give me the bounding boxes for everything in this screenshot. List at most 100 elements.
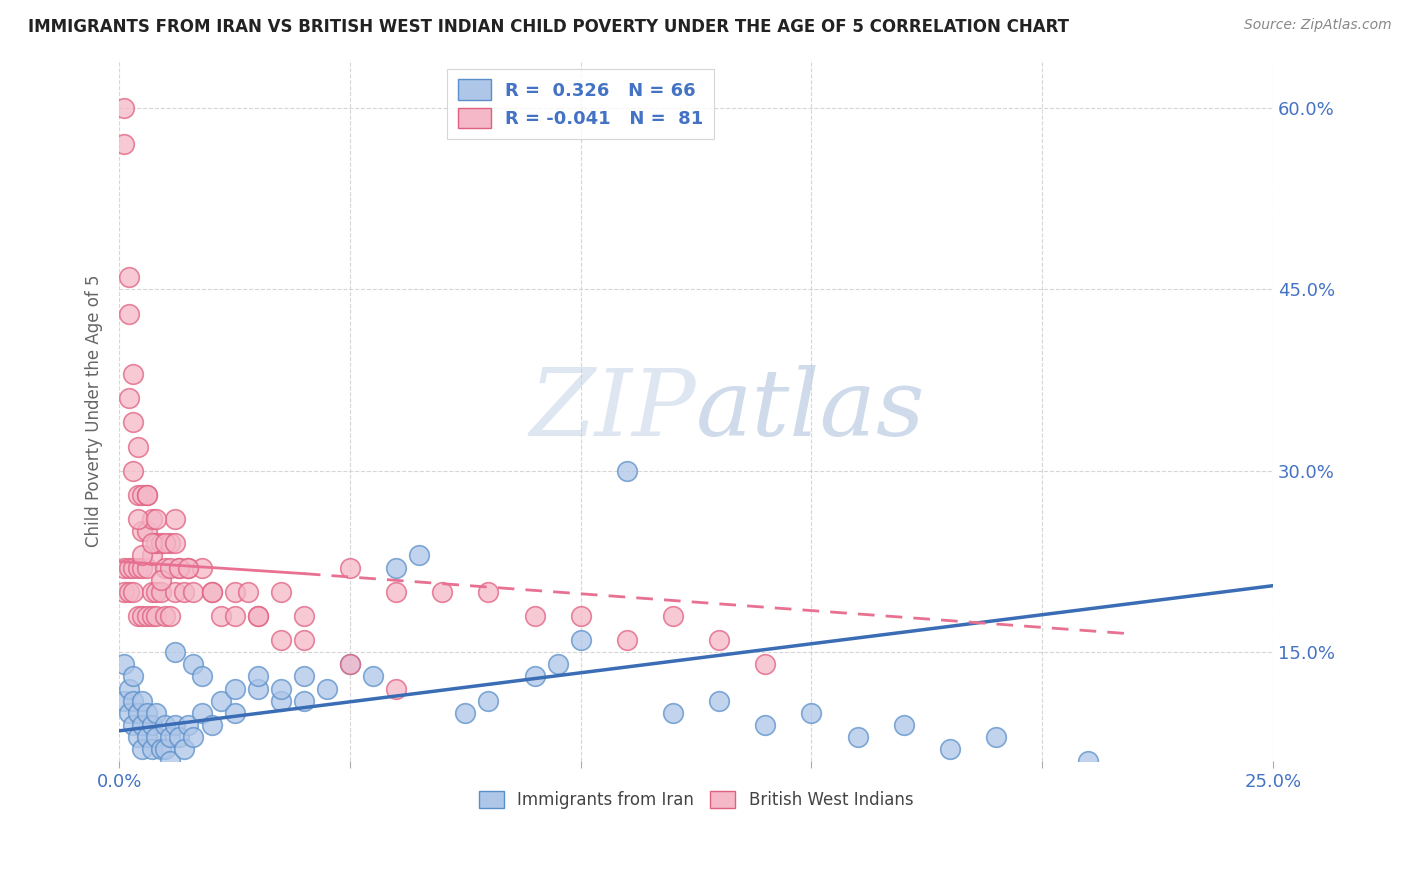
Point: [122, 584, 145, 599]
Point: [224, 706, 246, 720]
Point: [181, 657, 204, 672]
Point: [155, 718, 177, 732]
Point: [112, 137, 135, 152]
Point: [159, 754, 181, 768]
Point: [246, 681, 269, 696]
Point: [155, 742, 177, 756]
Point: [270, 584, 292, 599]
Point: [173, 742, 195, 756]
Point: [846, 730, 869, 744]
Point: [800, 706, 823, 720]
Point: [292, 669, 315, 683]
Point: [141, 609, 163, 624]
Point: [117, 706, 139, 720]
Point: [117, 681, 139, 696]
Point: [246, 609, 269, 624]
Point: [238, 584, 260, 599]
Point: [292, 633, 315, 648]
Point: [177, 560, 200, 574]
Point: [292, 609, 315, 624]
Point: [477, 693, 499, 707]
Point: [131, 742, 153, 756]
Point: [939, 742, 962, 756]
Point: [385, 584, 408, 599]
Point: [224, 584, 246, 599]
Point: [523, 609, 546, 624]
Point: [112, 693, 135, 707]
Point: [112, 657, 135, 672]
Point: [122, 416, 145, 430]
Point: [141, 512, 163, 526]
Point: [149, 536, 172, 550]
Point: [131, 560, 153, 574]
Y-axis label: Child Poverty Under the Age of 5: Child Poverty Under the Age of 5: [86, 274, 103, 547]
Point: [163, 645, 186, 659]
Point: [131, 524, 153, 539]
Point: [136, 524, 159, 539]
Point: [200, 584, 222, 599]
Point: [141, 549, 163, 563]
Point: [270, 633, 292, 648]
Point: [136, 609, 159, 624]
Point: [385, 560, 408, 574]
Point: [167, 560, 190, 574]
Point: [141, 742, 163, 756]
Point: [209, 609, 232, 624]
Point: [141, 536, 163, 550]
Point: [523, 669, 546, 683]
Point: [145, 536, 167, 550]
Text: Source: ZipAtlas.com: Source: ZipAtlas.com: [1244, 18, 1392, 32]
Point: [984, 730, 1007, 744]
Point: [122, 669, 145, 683]
Point: [200, 718, 222, 732]
Point: [339, 657, 361, 672]
Point: [159, 730, 181, 744]
Point: [122, 367, 145, 381]
Point: [127, 560, 149, 574]
Point: [191, 669, 214, 683]
Point: [385, 681, 408, 696]
Point: [893, 718, 915, 732]
Point: [149, 742, 172, 756]
Point: [569, 609, 592, 624]
Point: [117, 391, 139, 405]
Point: [112, 101, 135, 115]
Point: [131, 609, 153, 624]
Point: [145, 584, 167, 599]
Point: [361, 669, 384, 683]
Point: [117, 560, 139, 574]
Point: [339, 560, 361, 574]
Point: [159, 536, 181, 550]
Point: [662, 706, 685, 720]
Point: [122, 718, 145, 732]
Point: [155, 609, 177, 624]
Point: [141, 584, 163, 599]
Point: [181, 584, 204, 599]
Point: [616, 464, 638, 478]
Point: [145, 512, 167, 526]
Point: [136, 488, 159, 502]
Point: [292, 693, 315, 707]
Text: ZIP: ZIP: [530, 366, 696, 455]
Point: [141, 718, 163, 732]
Point: [454, 706, 477, 720]
Point: [149, 573, 172, 587]
Point: [112, 560, 135, 574]
Point: [177, 718, 200, 732]
Point: [163, 584, 186, 599]
Point: [122, 464, 145, 478]
Point: [477, 584, 499, 599]
Point: [117, 307, 139, 321]
Point: [224, 681, 246, 696]
Point: [191, 706, 214, 720]
Point: [131, 488, 153, 502]
Point: [191, 560, 214, 574]
Point: [163, 718, 186, 732]
Point: [754, 657, 776, 672]
Point: [122, 693, 145, 707]
Text: IMMIGRANTS FROM IRAN VS BRITISH WEST INDIAN CHILD POVERTY UNDER THE AGE OF 5 COR: IMMIGRANTS FROM IRAN VS BRITISH WEST IND…: [28, 18, 1069, 36]
Point: [117, 584, 139, 599]
Point: [136, 730, 159, 744]
Point: [155, 536, 177, 550]
Point: [149, 584, 172, 599]
